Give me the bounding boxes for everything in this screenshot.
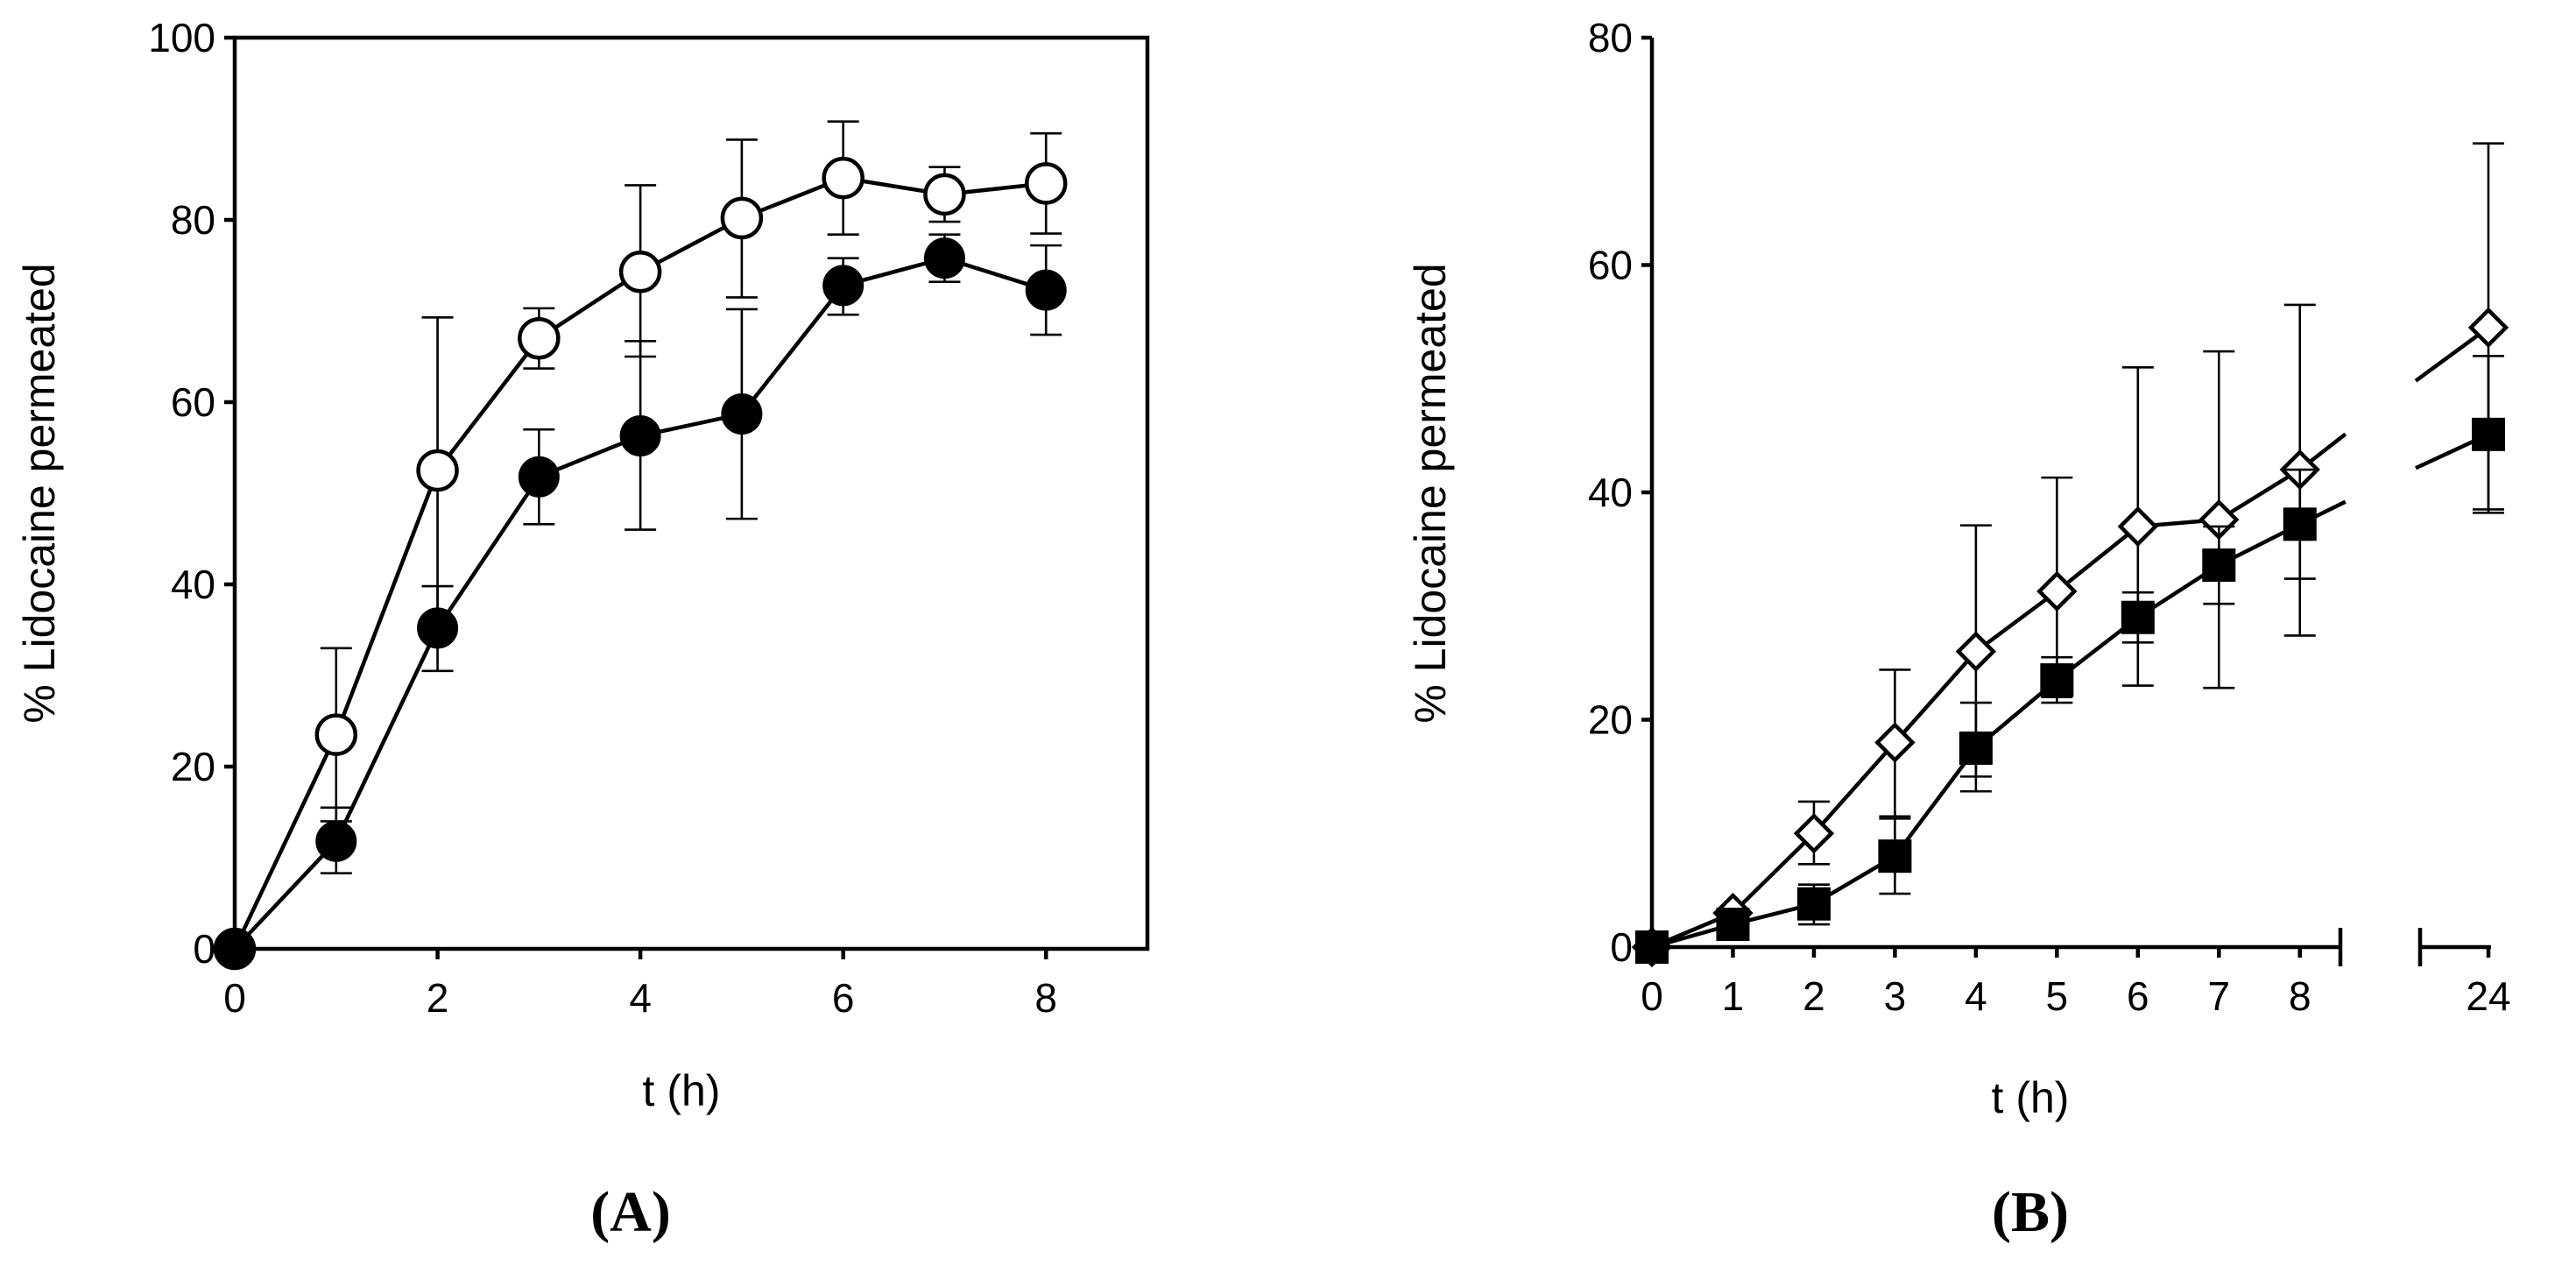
plot-frame	[232, 35, 1150, 951]
data-point	[214, 928, 256, 970]
data-point	[518, 456, 560, 498]
y-axis-label: % Lidocaine permeated	[15, 263, 64, 723]
x-tick-label: 6	[2127, 973, 2149, 1019]
data-point	[1793, 813, 1835, 854]
data-point	[1635, 930, 1669, 964]
x-tick-label: 8	[1034, 975, 1057, 1021]
data-point	[2467, 307, 2509, 349]
x-tick-label: 0	[1641, 973, 1663, 1019]
y-tick-label: 60	[171, 379, 215, 425]
data-point	[1025, 269, 1067, 311]
data-point	[822, 265, 865, 307]
data-point	[2117, 506, 2159, 548]
data-point	[1796, 887, 1831, 921]
chart-panel-b: 0 20 40 60 80 0 1 2 3 4 5 6 7 8 24 t (h) % Lidocaine per…	[1406, 15, 2511, 1244]
y-tick-label: 20	[171, 744, 215, 789]
data-point	[923, 173, 966, 216]
data-point	[314, 713, 358, 756]
data-point	[721, 393, 763, 435]
series-line	[1651, 499, 2347, 950]
y-tick-label: 0	[1610, 924, 1633, 970]
y-tick-label: 60	[1588, 243, 1633, 288]
data-point	[822, 156, 865, 200]
x-tick-label: 7	[2207, 973, 2230, 1019]
panel-label: (A)	[590, 1180, 671, 1244]
x-tick-label: 5	[2046, 973, 2069, 1019]
data-point	[2202, 548, 2236, 583]
y-tick-label: 40	[1588, 470, 1633, 515]
x-tick-label: 4	[629, 975, 652, 1021]
data-point	[1024, 162, 1068, 205]
y-axis-label: % Lidocaine permeated	[1406, 263, 1455, 723]
data-point	[2283, 507, 2317, 541]
data-point	[923, 237, 965, 279]
series-line	[1651, 432, 2347, 950]
y-tick-label: 0	[193, 926, 215, 972]
series-filled-squares	[1635, 354, 2505, 964]
x-tick-label: 8	[2289, 973, 2311, 1019]
x-axis-label: t (h)	[1992, 1073, 2070, 1122]
data-point	[1958, 731, 1993, 765]
data-point	[1716, 908, 1750, 942]
x-tick-label: 1	[1722, 973, 1745, 1019]
x-axis-label: t (h)	[643, 1066, 721, 1115]
series-line-after-break	[2414, 326, 2490, 383]
data-point	[2036, 570, 2078, 612]
y-tick-label: 100	[148, 15, 215, 60]
data-point	[2121, 600, 2155, 634]
data-point	[1955, 631, 1997, 672]
data-point	[619, 414, 661, 456]
x-tick-label: 0	[223, 975, 246, 1021]
x-tick-label: 3	[1884, 973, 1907, 1019]
series-open-diamonds	[1631, 142, 2509, 968]
series-filled-circles	[214, 233, 1067, 970]
x-tick-label: 6	[832, 975, 855, 1021]
chart-panel-a: 0 20 40 60 80 100 0 2 4 6 8 t (h) % Lidocaine permea…	[15, 15, 1150, 1244]
x-tick-label: 2	[1803, 973, 1825, 1019]
data-point	[2472, 417, 2505, 451]
x-tick-label: 24	[2466, 973, 2510, 1019]
y-tick-label: 40	[171, 562, 215, 607]
y-tick-label: 20	[1588, 697, 1633, 743]
data-point	[1878, 839, 1912, 873]
y-tick-label: 80	[1588, 15, 1633, 60]
data-point	[2040, 663, 2074, 697]
x-tick-label: 2	[427, 975, 449, 1021]
data-point	[1874, 722, 1916, 763]
data-point	[518, 316, 561, 360]
panel-label: (B)	[1992, 1180, 2069, 1244]
y-tick-label: 80	[171, 197, 215, 243]
data-point	[720, 196, 764, 240]
data-point	[315, 820, 357, 862]
x-tick-label: 4	[1965, 973, 1987, 1019]
data-point	[618, 251, 662, 294]
data-point	[417, 607, 459, 649]
data-point	[416, 449, 459, 492]
